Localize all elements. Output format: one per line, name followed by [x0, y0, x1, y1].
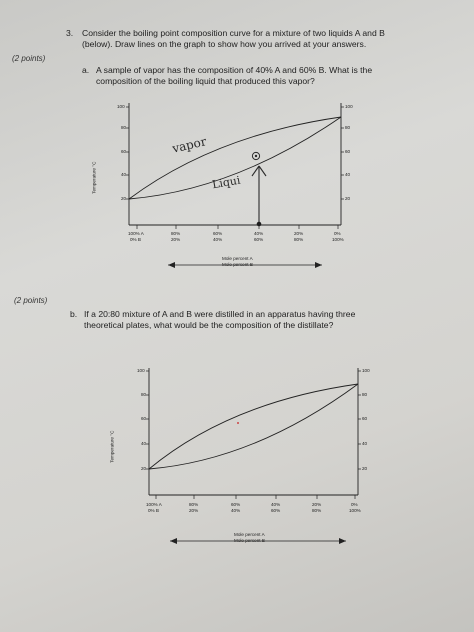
graph-b-xtick-a-2: 60%	[231, 502, 241, 507]
graph-a-ytick-20: 20	[121, 196, 127, 201]
graph-b-xtick-a-1: 80%	[189, 502, 199, 507]
graph-b-xtick-b-4: 80%	[312, 508, 322, 513]
arrow-right-head	[315, 262, 322, 268]
graph-a-xtick-a-2: 60%	[213, 231, 223, 236]
graph-b-ytick-20: 20	[141, 466, 147, 471]
graph-b-arrow-left-head	[170, 538, 177, 544]
graph-b-ytick-80: 80	[141, 392, 147, 397]
graph-b-ytick-right-80: 80	[362, 392, 368, 397]
graph-b-xtick-a-3: 40%	[271, 502, 281, 507]
graph-a-xtick-b-0: 0% B	[130, 237, 141, 242]
part-a-points: (2 points)	[12, 54, 46, 63]
graph-a-xtick-a-5: 0%	[334, 231, 341, 236]
graph-a-ytick-100: 100	[117, 104, 125, 109]
graph-b-xtick-b-2: 40%	[231, 508, 241, 513]
graph-b-arrow-label-b: Mole percent B	[234, 538, 265, 543]
graph-a-bottom-ticks	[136, 225, 339, 229]
graph-a-xtick-a-1: 80%	[171, 231, 181, 236]
question-line-1: Consider the boiling point composition c…	[82, 28, 385, 38]
part-b-points: (2 points)	[14, 296, 48, 305]
graph-a-xtick-a-4: 20%	[294, 231, 304, 236]
graph-b-xtick-b-1: 20%	[189, 508, 199, 513]
arrow-head-right	[258, 165, 267, 177]
part-a-line-2: composition of the boiling liquid that p…	[96, 76, 315, 86]
graph-b-arrow-right-head	[339, 538, 346, 544]
graph-b-xtick-a-4: 20%	[312, 502, 322, 507]
graph-b-ytick-right-100: 100	[362, 368, 370, 373]
graph-b-ytick-40: 40	[141, 441, 147, 446]
graph-b-vapor-curve	[148, 383, 359, 470]
graph-a-xtick-b-4: 80%	[294, 237, 304, 242]
graph-b-xtick-b-3: 60%	[271, 508, 281, 513]
part-b-line-1: If a 20:80 mixture of A and B were disti…	[84, 309, 356, 319]
graph-a-xtick-b-1: 20%	[171, 237, 181, 242]
part-b-letter: b.	[70, 309, 78, 319]
graph-a-ytick-40: 40	[121, 172, 127, 177]
graph-a-xtick-b-5: 100%	[332, 237, 344, 242]
question-line-2: (below). Draw lines on the graph to show…	[82, 39, 367, 49]
graph-b-xtick-a-0: 100% A	[146, 502, 162, 507]
graph-b-ytick-right-20: 20	[362, 466, 368, 471]
graph-a-left-ticks	[126, 106, 344, 200]
intersection-circle	[251, 151, 261, 161]
start-point-dot	[256, 221, 262, 227]
graph-b-liquid-curve	[148, 383, 359, 470]
part-a-letter: a.	[82, 65, 90, 75]
intersection-dot	[254, 154, 258, 158]
graph-a-ytick-80: 80	[121, 125, 127, 130]
graph-b-ytick-100: 100	[137, 368, 145, 373]
stray-red-mark	[237, 422, 239, 424]
graph-a-xtick-a-0: 100% A	[128, 231, 144, 236]
graph-a-arrow-label-b: Mole percent B	[222, 262, 253, 267]
graph-b-xtick-b-5: 100%	[349, 508, 361, 513]
graph-a-ytick-60: 60	[121, 149, 127, 154]
graph-a-ytick-right-60: 60	[345, 149, 351, 154]
graph-a-xtick-b-3: 60%	[254, 237, 264, 242]
graph-b-xtick-a-5: 0%	[351, 502, 358, 507]
graph-a-xtick-a-3: 40%	[254, 231, 264, 236]
graph-a-xtick-b-2: 40%	[213, 237, 223, 242]
graph-b-arrow-label-a: Mole percent A	[234, 532, 265, 537]
graph-a-ytick-right-80: 80	[345, 125, 351, 130]
graph-a-liquid-curve	[128, 116, 342, 200]
graph-a-vapor-curve	[128, 116, 342, 200]
graph-a-ytick-right-20: 20	[345, 196, 351, 201]
graph-b-y-axis-label: Temperature °C	[109, 430, 115, 463]
arrow-head-left	[251, 165, 260, 177]
arrow-left-head	[168, 262, 175, 268]
graph-b-ytick-60: 60	[141, 416, 147, 421]
graph-b-ytick-right-60: 60	[362, 416, 368, 421]
part-a-line-1: A sample of vapor has the composition of…	[96, 65, 373, 75]
question-number: 3.	[66, 28, 74, 38]
graph-b-ytick-right-40: 40	[362, 441, 368, 446]
graph-a-ytick-right-100: 100	[345, 104, 353, 109]
part-b-line-2: theoretical plates, what would be the co…	[84, 320, 334, 330]
graph-a-arrow-label-a: Mole percent A	[222, 256, 253, 261]
graph-b-axis-ticks	[146, 370, 361, 499]
graph-b-xtick-b-0: 0% B	[148, 508, 159, 513]
graph-a-ytick-right-40: 40	[345, 172, 351, 177]
